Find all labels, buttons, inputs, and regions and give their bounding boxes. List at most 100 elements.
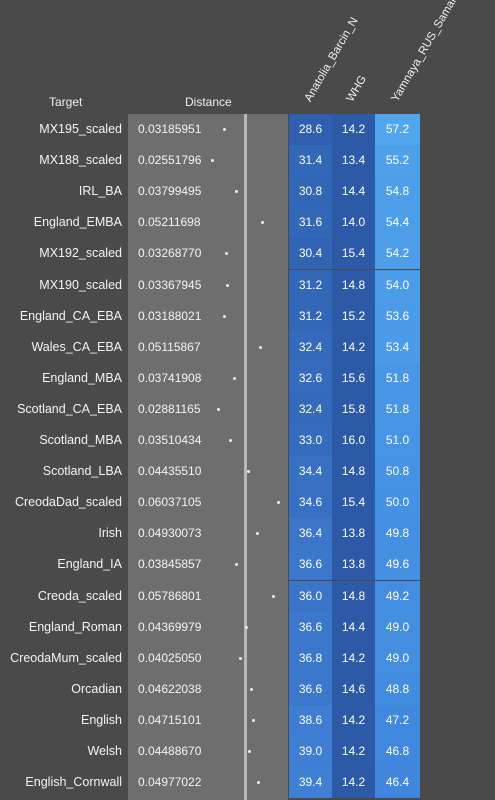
- yamnaya-cell: 51.8: [375, 393, 420, 425]
- anatolia-cell: 36.0: [289, 580, 332, 612]
- distance-dot: [255, 532, 259, 536]
- target-label: Orcadian: [71, 681, 122, 696]
- whg-cell: 14.4: [332, 611, 375, 643]
- target-label: English_Cornwall: [25, 775, 122, 790]
- target-label: Scotland_CA_EBA: [17, 401, 122, 416]
- distance-value: 0.02551796: [138, 153, 202, 168]
- distance-value: 0.03741908: [138, 370, 202, 385]
- target-label: MX188_scaled: [39, 153, 122, 168]
- whg-cell: 14.8: [332, 456, 375, 488]
- distance-value: 0.04715101: [138, 712, 202, 727]
- whg-cell: 16.0: [332, 425, 375, 456]
- target-label: Scotland_LBA: [42, 464, 122, 479]
- target-label: CreodaMum_scaled: [10, 650, 122, 665]
- distance-value: 0.03799495: [138, 184, 202, 199]
- whg-cell: 14.2: [332, 736, 375, 767]
- distance-bar-column-background: [244, 114, 288, 800]
- yamnaya-cell: 51.8: [375, 362, 420, 394]
- whg-cell: 14.8: [332, 580, 375, 612]
- target-label: England_Roman: [28, 619, 122, 634]
- target-label: CreodaDad_scaled: [14, 495, 122, 510]
- target-label: Irish: [98, 526, 122, 541]
- target-label: England_MBA: [42, 370, 122, 385]
- anatolia-cell: 31.2: [289, 300, 332, 332]
- distance-dot: [245, 625, 249, 629]
- table-row: Scotland_CA_EBA 0.02881165 32.4 15.8 51.8: [0, 393, 495, 425]
- table-row: England_EMBA 0.05211698 31.6 14.0 54.4: [0, 207, 495, 239]
- anatolia-cell: 36.4: [289, 518, 332, 550]
- anatolia-cell: 30.8: [289, 176, 332, 208]
- table-row: MX188_scaled 0.02551796 31.4 13.4 55.2: [0, 145, 495, 177]
- whg-cell: 14.8: [332, 269, 375, 301]
- yamnaya-cell: 51.0: [375, 425, 420, 456]
- anatolia-cell: 36.8: [289, 642, 332, 674]
- distance-dot: [247, 750, 251, 753]
- distance-value: 0.03367945: [138, 277, 202, 292]
- target-label: Wales_CA_EBA: [31, 339, 122, 354]
- table-row: Welsh 0.04488670 39.0 14.2 46.8: [0, 736, 495, 767]
- distance-value: 0.04369979: [138, 619, 202, 634]
- distance-dot: [222, 128, 226, 131]
- whg-cell: 14.0: [332, 207, 375, 239]
- anatolia-cell: 33.0: [289, 425, 332, 456]
- anatolia-cell: 34.4: [289, 456, 332, 488]
- yamnaya-cell: 49.0: [375, 611, 420, 643]
- anatolia-cell: 32.4: [289, 393, 332, 425]
- whg-cell: 13.4: [332, 145, 375, 177]
- anatolia-cell: 31.6: [289, 207, 332, 239]
- anatolia-cell: 30.4: [289, 238, 332, 270]
- anatolia-cell: 31.4: [289, 145, 332, 177]
- distance-value: 0.06037105: [138, 495, 202, 510]
- distance-dot: [238, 656, 242, 660]
- whg-cell: 14.2: [332, 331, 375, 363]
- distance-value: 0.04622038: [138, 681, 202, 696]
- target-label: MX190_scaled: [39, 277, 122, 292]
- table-row: Creoda_scaled 0.05786801 36.0 14.8 49.2: [0, 580, 495, 612]
- yamnaya-cell: 54.4: [375, 207, 420, 239]
- whg-cell: 14.2: [332, 114, 375, 145]
- distance-value: 0.04977022: [138, 775, 202, 790]
- anatolia-cell: 31.2: [289, 269, 332, 301]
- table-row: Wales_CA_EBA 0.05115867 32.4 14.2 53.4: [0, 331, 495, 363]
- distance-column-background: [128, 114, 244, 800]
- header-target: Target: [49, 95, 83, 109]
- whg-cell: 14.2: [332, 767, 375, 799]
- table-row: CreodaDad_scaled 0.06037105 34.6 15.4 50.0: [0, 487, 495, 519]
- yamnaya-cell: 55.2: [375, 145, 420, 177]
- yamnaya-cell: 50.8: [375, 456, 420, 488]
- anatolia-cell: 39.4: [289, 767, 332, 799]
- whg-cell: 13.8: [332, 518, 375, 550]
- distance-dot: [259, 345, 263, 349]
- target-label: Welsh: [87, 744, 122, 758]
- distance-value: 0.04025050: [138, 650, 202, 665]
- target-label: MX192_scaled: [39, 246, 122, 261]
- yamnaya-cell: 49.2: [375, 580, 420, 612]
- anatolia-cell: 32.6: [289, 362, 332, 394]
- yamnaya-cell: 54.8: [375, 176, 420, 208]
- yamnaya-cell: 53.6: [375, 300, 420, 332]
- anatolia-cell: 39.0: [289, 736, 332, 767]
- table-row: Irish 0.04930073 36.4 13.8 49.8: [0, 518, 495, 550]
- target-label: MX195_scaled: [39, 122, 122, 136]
- yamnaya-cell: 50.0: [375, 487, 420, 519]
- yamnaya-cell: 53.4: [375, 331, 420, 363]
- table-row: English 0.04715101 38.6 14.2 47.2: [0, 704, 495, 736]
- target-label: England_EMBA: [33, 215, 122, 230]
- distance-dot: [217, 407, 221, 411]
- anatolia-cell: 36.6: [289, 673, 332, 705]
- whg-cell: 15.8: [332, 393, 375, 425]
- distance-separator: [244, 114, 247, 800]
- table-header: Target Distance Anatolia_Barcin_N WHG Ya…: [0, 0, 495, 114]
- distance-dot: [261, 221, 265, 225]
- distance-dot: [250, 687, 254, 691]
- yamnaya-cell: 57.2: [375, 114, 420, 145]
- whg-cell: 15.2: [332, 300, 375, 332]
- table-row: IRL_BA 0.03799495 30.8 14.4 54.8: [0, 176, 495, 208]
- distance-dot: [256, 781, 260, 785]
- distance-dot: [224, 252, 228, 256]
- header-distance: Distance: [185, 95, 232, 109]
- yamnaya-cell: 46.8: [375, 736, 420, 767]
- table-row: England_IA 0.03845857 36.6 13.8 49.6: [0, 549, 495, 581]
- table-row: England_Roman 0.04369979 36.6 14.4 49.0: [0, 611, 495, 643]
- distance-dot: [229, 439, 233, 442]
